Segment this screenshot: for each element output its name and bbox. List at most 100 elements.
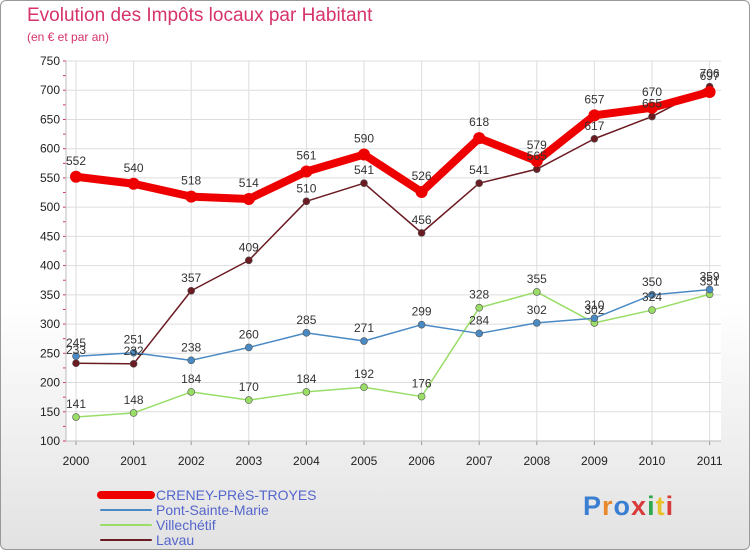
chart-subtitle: (en € et par an)	[27, 30, 110, 44]
data-label: 302	[527, 303, 547, 317]
data-point	[417, 392, 426, 401]
y-tick-label: 750	[40, 54, 60, 68]
data-point	[590, 134, 599, 143]
y-tick-label: 250	[40, 346, 60, 360]
y-tick-label: 200	[40, 376, 60, 390]
logo-letter: x	[631, 491, 648, 521]
data-point	[648, 291, 656, 299]
logo-letter: r	[602, 491, 614, 521]
y-tick-label: 450	[40, 229, 60, 243]
data-point	[648, 306, 656, 314]
data-label: 359	[700, 270, 720, 284]
data-label: 552	[66, 154, 86, 168]
data-point	[475, 329, 484, 338]
x-tick-label: 2001	[120, 454, 147, 468]
data-label: 409	[239, 240, 259, 254]
data-point	[70, 170, 82, 183]
x-tick-label: 2003	[235, 454, 262, 468]
data-label: 328	[469, 288, 489, 302]
data-label: 350	[642, 275, 662, 289]
data-point	[417, 320, 426, 329]
data-label: 670	[642, 85, 662, 99]
data-point	[185, 190, 198, 203]
data-label: 565	[527, 149, 547, 163]
data-label: 238	[181, 340, 201, 354]
data-point	[187, 388, 195, 396]
data-label: 251	[124, 333, 144, 347]
x-tick-label: 2011	[697, 454, 723, 468]
data-point	[475, 303, 484, 312]
data-label: 526	[412, 169, 432, 183]
data-label: 285	[296, 313, 316, 327]
y-tick-label: 350	[40, 288, 60, 302]
data-label: 510	[296, 181, 316, 195]
data-point	[532, 288, 541, 296]
x-tick-label: 2005	[351, 454, 378, 468]
series-line-1	[75, 288, 711, 362]
y-tick-label: 700	[40, 83, 60, 97]
data-label: 233	[66, 343, 86, 357]
data-label: 141	[66, 397, 86, 411]
legend-label: Villechétif	[156, 517, 216, 533]
legend-label: CRENEY-PRèS-TROYES	[156, 487, 317, 503]
data-label: 184	[181, 372, 201, 386]
x-tick-label: 2007	[466, 454, 493, 468]
x-tick-label: 2006	[408, 454, 435, 468]
y-tick-label: 500	[40, 200, 60, 214]
logo-letter: i	[665, 491, 675, 521]
data-label: 579	[527, 138, 547, 152]
data-label: 541	[354, 163, 374, 177]
data-label: 148	[124, 393, 144, 407]
data-label: 351	[700, 274, 720, 288]
grid	[66, 60, 721, 442]
data-label: 302	[584, 303, 604, 317]
logo-letter: P	[583, 491, 603, 521]
data-point	[187, 286, 195, 295]
data-label: 232	[124, 344, 144, 358]
data-point	[245, 256, 253, 265]
axes: 100 150 200 250 300 350 400 450 500 550 600 650 700 7…	[40, 54, 723, 468]
data-point	[302, 388, 311, 396]
x-tick-label: 2002	[178, 454, 205, 468]
data-point	[300, 165, 313, 178]
data-point	[588, 109, 601, 122]
y-tick-label: 100	[40, 434, 60, 448]
data-point	[129, 348, 138, 357]
legend-label: Lavau	[156, 532, 194, 548]
data-label: 176	[412, 377, 432, 391]
data-point	[72, 359, 80, 368]
data-label: 170	[239, 380, 259, 394]
data-point	[590, 314, 599, 323]
data-point	[473, 132, 486, 145]
proxiti-logo: Proxiti	[583, 491, 674, 522]
series-line-0	[72, 87, 714, 203]
series-lines	[70, 82, 716, 421]
data-point	[72, 413, 80, 421]
y-tick-label: 400	[40, 259, 60, 273]
logo-letter: t	[655, 491, 666, 521]
data-point	[245, 343, 253, 352]
data-label: 310	[584, 298, 604, 312]
data-point	[648, 112, 656, 121]
data-point	[129, 409, 138, 417]
data-label: 456	[412, 213, 432, 227]
data-label: 260	[239, 327, 259, 341]
logo-letter: o	[613, 491, 632, 521]
data-point	[530, 154, 543, 167]
series-line-3	[75, 85, 711, 365]
data-label: 697	[700, 69, 720, 83]
data-label: 355	[527, 272, 547, 286]
data-point	[646, 101, 658, 114]
data-point	[360, 383, 368, 392]
data-label: 284	[469, 313, 489, 327]
data-point	[245, 396, 253, 404]
data-label: 706	[700, 67, 720, 81]
data-point	[302, 197, 311, 206]
legend-label: Pont-Sainte-Marie	[156, 502, 269, 518]
data-point	[360, 179, 368, 187]
data-label: 617	[584, 119, 604, 133]
y-tick-label: 300	[40, 317, 60, 331]
plot-area	[66, 61, 721, 441]
chart-title: Evolution des Impôts locaux par Habitant	[27, 5, 373, 26]
